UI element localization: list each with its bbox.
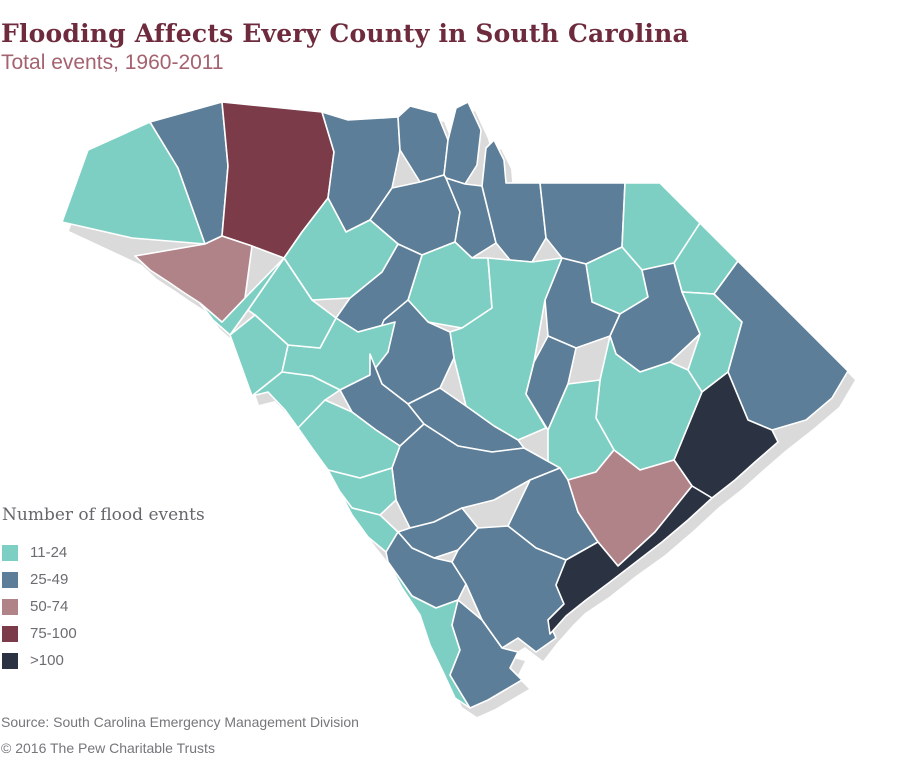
footer: Source: South Carolina Emergency Managem…	[1, 714, 359, 756]
legend-swatch-maroon	[2, 625, 18, 642]
legend-title: Number of flood events	[2, 505, 205, 525]
page-title: Flooding Affects Every County in South C…	[1, 18, 689, 48]
legend-label: 11-24	[30, 544, 68, 561]
page-subtitle: Total events, 1960-2011	[1, 51, 224, 75]
legend-swatch-navy	[2, 652, 18, 669]
legend-items: 11-24 25-49 50-74 75-100 >100	[2, 539, 242, 674]
county-laurens: Laurens — 11-24 flood events	[283, 197, 399, 301]
legend-label: >100	[30, 652, 64, 669]
copyright-text: © 2016 The Pew Charitable Trusts	[1, 740, 215, 756]
county-beaufort: Beaufort — 25-49 flood events	[449, 599, 523, 709]
legend-item->100: >100	[2, 647, 242, 674]
legend-swatch-slate	[2, 571, 18, 588]
county-kershaw: Kershaw — 11-24 flood events	[449, 257, 563, 441]
county-orangeburg: Orangeburg — 25-49 flood events	[391, 423, 561, 529]
legend-item-11-24: 11-24	[2, 539, 242, 566]
legend-label: 75-100	[30, 625, 77, 642]
legend-item-75-100: 75-100	[2, 620, 242, 647]
county-chester: Chester — 25-49 flood events	[445, 177, 497, 259]
map-legend: Number of flood events 11-24 25-49 50-74 75…	[2, 505, 242, 674]
county-anderson: Anderson — 50-74 flood events	[134, 235, 253, 323]
legend-item-25-49: 25-49	[2, 566, 242, 593]
legend-swatch-teal	[2, 544, 18, 561]
county-mccormick: McCormick — 11-24 flood events	[229, 314, 289, 397]
source-text: Source: South Carolina Emergency Managem…	[1, 714, 359, 730]
legend-label: 25-49	[30, 571, 69, 588]
county-charleston: Charleston — >100 flood events	[547, 485, 713, 635]
legend-item-50-74: 50-74	[2, 593, 242, 620]
legend-swatch-mauve	[2, 598, 18, 615]
legend-label: 50-74	[30, 598, 69, 615]
